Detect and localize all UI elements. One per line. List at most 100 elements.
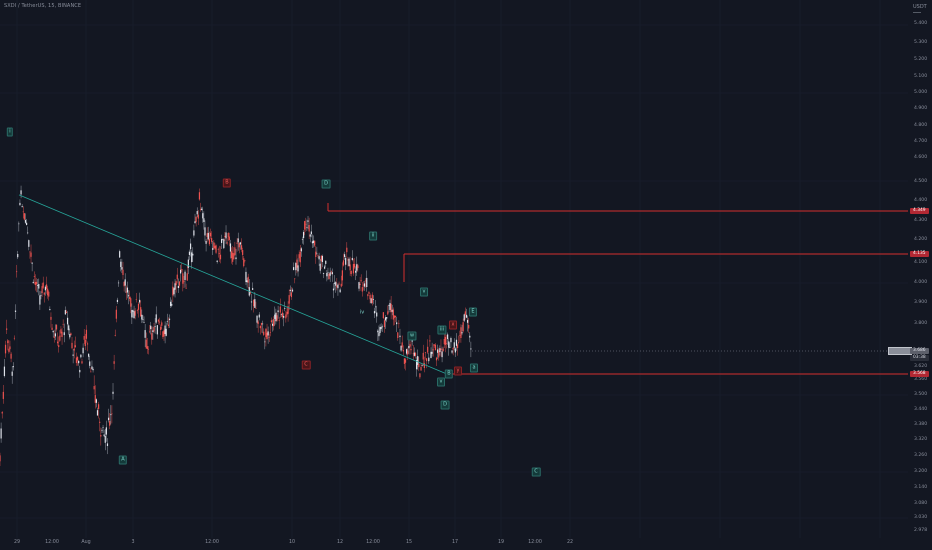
candle-body xyxy=(155,314,157,323)
candle-body xyxy=(170,301,172,306)
candle-body xyxy=(322,273,325,274)
candle-body xyxy=(214,245,216,249)
candle-body xyxy=(338,283,340,285)
candle-body xyxy=(13,337,16,339)
candle-body xyxy=(447,334,449,340)
candle-body xyxy=(164,325,166,335)
candle-body xyxy=(286,311,288,315)
candle-body xyxy=(45,284,48,289)
candle-body xyxy=(236,242,238,244)
candle-body xyxy=(452,347,454,350)
price-tick: 5.300 xyxy=(914,40,928,45)
trend-line[interactable] xyxy=(18,194,447,374)
candle-body xyxy=(160,326,162,331)
candle-body xyxy=(306,227,308,228)
drawing-lines[interactable] xyxy=(18,194,908,375)
price-tick: 3.320 xyxy=(914,437,928,442)
price-tick: 4.100 xyxy=(914,260,928,265)
wave-label[interactable]: i xyxy=(6,127,14,137)
price-tick: 5.000 xyxy=(914,90,928,95)
candle-body xyxy=(218,253,220,254)
candle-body xyxy=(28,240,30,247)
candle-body xyxy=(10,353,12,359)
candle-body xyxy=(147,348,150,350)
candle-body xyxy=(112,391,114,394)
candle-body xyxy=(217,249,219,251)
wave-label[interactable]: v xyxy=(437,377,445,387)
price-tick: 4.800 xyxy=(914,123,928,128)
candle-body xyxy=(242,250,244,255)
price-tick: 4.300 xyxy=(914,218,928,223)
price-tick: 3.260 xyxy=(914,453,928,458)
wave-label[interactable]: w xyxy=(407,331,417,341)
candle-body xyxy=(326,273,328,277)
candle-body xyxy=(260,322,263,325)
candle-body xyxy=(21,206,23,208)
candle-body xyxy=(34,281,37,286)
candle-body xyxy=(167,324,170,326)
candle-body xyxy=(360,280,362,281)
candle-body xyxy=(384,317,387,321)
wave-label[interactable]: C xyxy=(301,360,311,370)
candle-body xyxy=(335,282,337,286)
wave-label[interactable]: ii xyxy=(369,231,377,241)
wave-label[interactable]: iv xyxy=(359,309,365,316)
candle-body xyxy=(462,322,464,332)
candle-body xyxy=(263,331,265,335)
wave-label[interactable]: E xyxy=(468,307,478,317)
candle-body xyxy=(315,251,317,258)
level-price-badge: 3.568 xyxy=(910,371,929,377)
candle-body xyxy=(158,321,161,323)
price-tick: 2.978 xyxy=(914,528,928,533)
wave-label[interactable]: A xyxy=(118,455,128,465)
candle-body xyxy=(19,202,21,206)
candle-body xyxy=(466,319,469,323)
candle-body xyxy=(100,435,102,437)
price-tick: 3.380 xyxy=(914,422,928,427)
candle-body xyxy=(372,299,374,300)
candle-body xyxy=(294,278,296,280)
candle-body xyxy=(25,222,28,225)
wave-label[interactable]: x xyxy=(449,320,457,330)
wave-label[interactable]: iii xyxy=(437,325,447,335)
wave-label[interactable]: D xyxy=(440,400,450,410)
candle-body xyxy=(406,349,408,354)
candle-body xyxy=(86,343,89,345)
price-tick: 5.200 xyxy=(914,57,928,62)
candle-body xyxy=(192,253,194,256)
wave-label[interactable]: v xyxy=(420,287,428,297)
candle-body xyxy=(317,255,319,256)
candle-body xyxy=(92,368,94,371)
candle-body xyxy=(366,277,368,288)
wave-label[interactable]: D xyxy=(321,179,331,189)
wave-label[interactable]: B xyxy=(444,369,454,379)
price-tick: 3.140 xyxy=(914,485,928,490)
wave-label[interactable]: C xyxy=(531,467,541,477)
candle-body xyxy=(380,326,382,330)
candle-body xyxy=(370,298,372,304)
wave-label[interactable]: a xyxy=(469,363,479,373)
candle-body xyxy=(73,348,75,351)
candle-body xyxy=(63,332,65,336)
candle-body xyxy=(440,348,442,351)
candle-body xyxy=(402,349,404,352)
candle-body xyxy=(340,283,342,287)
candle-body xyxy=(427,346,429,353)
candle-body xyxy=(64,310,66,315)
candle-body xyxy=(368,292,370,294)
candle-body xyxy=(302,232,305,239)
candle-body xyxy=(44,286,47,291)
candle-body xyxy=(31,262,33,264)
candle-body xyxy=(123,281,125,287)
candle-body xyxy=(132,310,134,312)
candle-body xyxy=(24,219,27,223)
candle-body xyxy=(285,314,287,319)
current-price-chip[interactable] xyxy=(888,347,912,355)
candle-body xyxy=(109,421,111,426)
candle-body xyxy=(95,399,97,403)
candle-body xyxy=(124,279,126,286)
wave-label[interactable]: B xyxy=(222,178,232,188)
symbol-title: SXDI / TetherUS, 15, BINANCE xyxy=(4,3,82,9)
wave-label[interactable]: y xyxy=(454,366,462,376)
